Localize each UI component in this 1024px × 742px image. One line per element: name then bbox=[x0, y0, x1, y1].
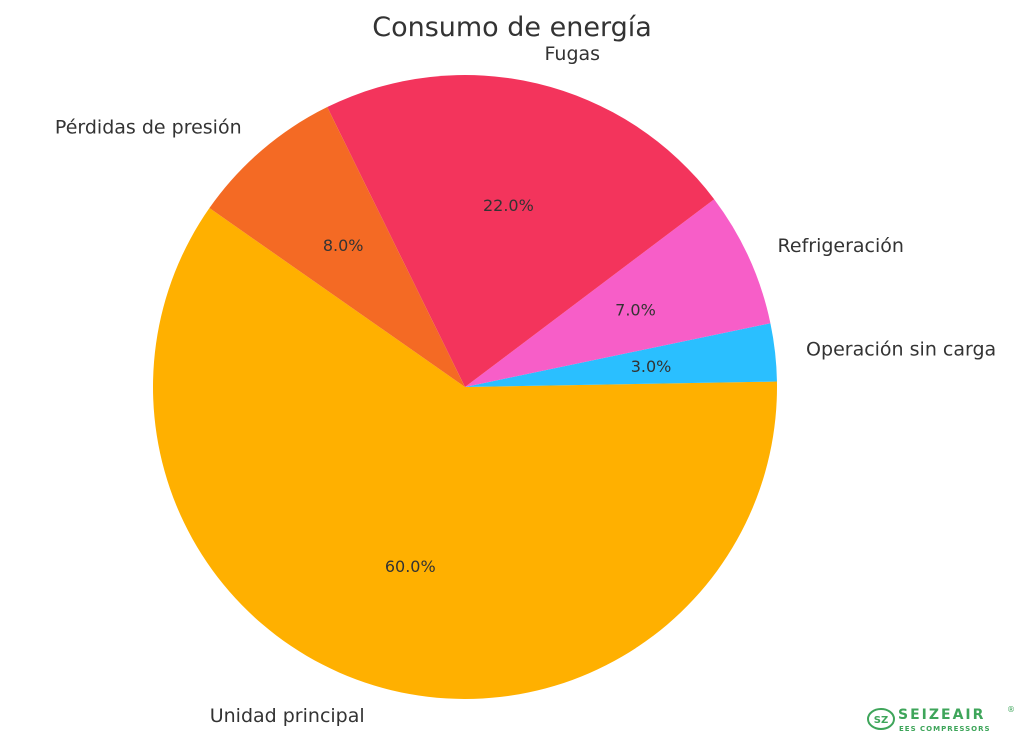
pie-slices bbox=[152, 75, 777, 700]
value-label-refrigeracion: 7.0% bbox=[615, 301, 656, 320]
category-label-perdidas-de-presion: Pérdidas de presión bbox=[55, 116, 242, 138]
logo-mark-icon: SZ bbox=[867, 708, 895, 730]
pie-labels: 60.0% Unidad principal 3.0% Operación sin c… bbox=[55, 43, 996, 727]
category-label-fugas: Fugas bbox=[545, 43, 601, 65]
slice-refrigeracion bbox=[465, 199, 771, 387]
value-label-operacion-sin-carga: 3.0% bbox=[631, 357, 672, 376]
svg-text:SZ: SZ bbox=[874, 715, 888, 726]
category-label-refrigeracion: Refrigeración bbox=[778, 235, 904, 257]
value-label-fugas: 22.0% bbox=[483, 196, 534, 215]
logo-brand: SEIZEAIR bbox=[898, 707, 985, 723]
category-label-operacion-sin-carga: Operación sin carga bbox=[806, 339, 996, 361]
chart-title: Consumo de energía bbox=[372, 12, 652, 43]
slice-perdidas-de-presion bbox=[209, 107, 465, 387]
value-label-unidad-principal: 60.0% bbox=[385, 557, 436, 576]
logo-registered: ® bbox=[1007, 705, 1015, 714]
seizeair-logo: SZ SEIZEAIR ® EES COMPRESSORS bbox=[867, 705, 1015, 733]
logo-tagline: EES COMPRESSORS bbox=[899, 725, 991, 733]
category-label-unidad-principal: Unidad principal bbox=[210, 705, 365, 727]
slice-operacion-sin-carga bbox=[465, 323, 777, 387]
slice-unidad-principal bbox=[152, 208, 777, 700]
slice-fugas bbox=[327, 75, 715, 388]
value-label-perdidas-de-presion: 8.0% bbox=[323, 236, 364, 255]
